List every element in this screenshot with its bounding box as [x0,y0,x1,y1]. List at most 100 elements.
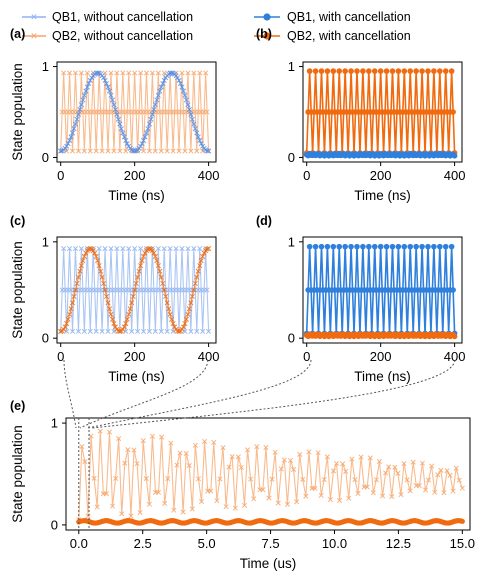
data-point [182,328,188,334]
data-point [124,141,130,147]
axes-frame [302,236,463,344]
data-point [157,88,163,94]
data-point [206,246,212,252]
plot-area [58,70,212,154]
data-point [117,121,123,127]
data-point [336,243,343,250]
data-point [61,246,67,252]
panel-a: (a) 0 200 400 0 1 Time (ns) State population [10,27,219,203]
data-point [149,111,155,118]
data-point [118,126,124,132]
data-point [281,457,287,463]
data-point [146,121,152,127]
data-point [152,328,158,334]
data-point [164,300,170,306]
legend-right: QB1, with cancellation QB2, with cancell… [254,10,411,43]
data-point [214,498,220,504]
data-point [303,493,309,499]
data-point [61,70,67,76]
data-point [208,488,214,494]
data-point [80,97,86,103]
data-point [151,106,157,113]
y-tick-label: 0 [51,517,58,532]
data-point [123,137,129,144]
data-point [123,148,129,154]
x-tick-label: 200 [124,168,146,183]
panel-d: (d) 0 200 400 0 1 Time (ns) [256,214,465,384]
data-point [410,459,416,465]
data-point [306,449,312,455]
data-point [170,148,176,154]
data-point [318,243,325,250]
data-point [346,495,352,501]
data-point [65,316,71,322]
data-point [86,80,92,87]
data-point [195,268,201,274]
data-point [169,316,175,322]
data-point [93,328,99,334]
data-point [114,70,120,76]
data-point [72,246,79,252]
data-point [200,253,206,260]
data-point [132,287,138,293]
data-point [74,280,80,287]
legend-label-qb1-without: QB1, without cancellation [52,10,193,24]
data-point [244,447,251,453]
data-point [442,68,449,74]
data-point [111,328,117,334]
data-point [102,287,108,293]
panel-e: (e) 0.0 2.5 5.0 7.5 10.0 12.5 15.0 0 1 Time (us) St… [10,399,475,571]
panels: (a) 0 200 400 0 1 Time (ns) State population (b)… [10,27,475,571]
svg-text:✕: ✕ [30,31,38,41]
data-point [370,490,376,496]
panel-label: (d) [256,214,272,228]
data-point [84,84,90,90]
data-point [139,258,145,264]
data-point [291,466,297,473]
data-point [407,68,414,74]
data-point [441,490,447,496]
data-point [140,328,147,334]
data-point [306,68,313,74]
data-point [312,243,319,250]
data-point [134,461,140,467]
data-point [94,504,100,510]
data-point [120,326,126,332]
data-point [426,477,432,483]
data-point [330,68,337,74]
data-point [377,68,384,74]
data-point [312,68,319,74]
data-point [186,306,192,312]
data-point [71,126,77,132]
legend-entry-qb2-without: ✕ QB2, without cancellation [22,29,193,43]
data-point [105,328,111,334]
data-point [78,102,84,108]
data-point [306,243,313,250]
data-point [176,148,182,154]
data-point [188,111,194,118]
data-point [61,326,67,332]
data-point [315,450,321,456]
data-point [58,328,64,334]
data-point [117,328,123,334]
data-point [422,487,429,493]
y-tick-label: 0 [42,150,49,165]
data-point [142,134,148,140]
data-point [192,442,198,448]
data-point [343,468,349,474]
data-point [111,102,117,108]
data-point [115,116,121,122]
data-point [163,293,169,300]
x-tick-label: 7.5 [262,536,280,551]
x-axis-label: Time (ns) [108,188,165,203]
data-point [371,68,378,74]
data-point [157,268,163,274]
data-point [105,84,111,90]
data-point [112,324,118,330]
data-point [395,243,402,250]
data-point [182,148,188,154]
data-point [389,243,396,250]
data-point [192,280,198,287]
y-axis-label: State population [10,425,25,523]
